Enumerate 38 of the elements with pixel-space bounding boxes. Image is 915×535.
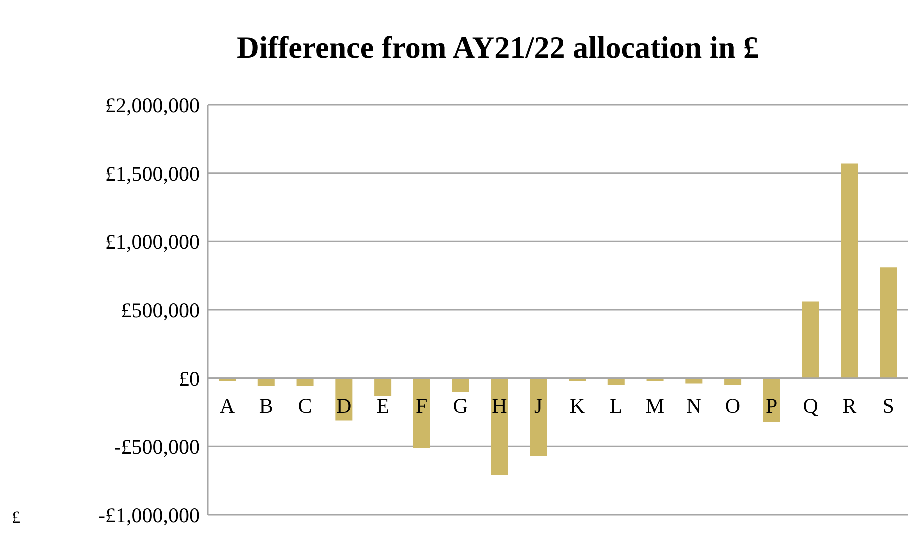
x-tick-label: R — [842, 394, 857, 418]
x-tick-label: Q — [803, 394, 818, 418]
x-tick-label: M — [646, 394, 665, 418]
x-tick-label: D — [336, 394, 352, 418]
bar — [452, 378, 470, 392]
y-tick-label: £1,500,000 — [106, 162, 200, 186]
bar — [413, 378, 430, 448]
bar — [491, 378, 508, 476]
x-tick-label: A — [220, 394, 236, 418]
x-tick-label: K — [570, 394, 586, 418]
x-tick-label: J — [534, 394, 543, 418]
x-tick-label: H — [492, 394, 508, 418]
y-tick-label: £0 — [179, 366, 200, 391]
x-tick-label: N — [686, 394, 702, 418]
bar — [841, 164, 858, 378]
bar — [530, 378, 548, 456]
x-tick-label: P — [766, 394, 778, 418]
x-tick-label: G — [453, 394, 468, 418]
y-tick-label: £1,000,000 — [106, 230, 200, 254]
y-tick-label: -£1,000,000 — [98, 503, 200, 528]
x-tick-label: B — [259, 394, 274, 418]
x-tick-label: E — [376, 394, 390, 418]
x-tick-label: O — [725, 394, 741, 418]
bar — [880, 268, 898, 378]
x-tick-label: L — [610, 394, 623, 418]
x-tick-label: F — [416, 394, 428, 418]
bar — [802, 302, 820, 378]
chart-title: Difference from AY21/22 allocation in £ — [236, 30, 760, 66]
y-tick-label: £2,000,000 — [106, 93, 200, 118]
bar — [296, 378, 314, 387]
bar — [374, 378, 392, 396]
bar — [686, 378, 703, 384]
y-tick-label: £500,000 — [121, 298, 200, 322]
x-tick-label: C — [298, 394, 312, 418]
y-tick-label: -£500,000 — [114, 435, 200, 460]
text: £ — [12, 508, 20, 528]
x-tick-label: S — [882, 394, 894, 418]
bar — [258, 378, 275, 387]
